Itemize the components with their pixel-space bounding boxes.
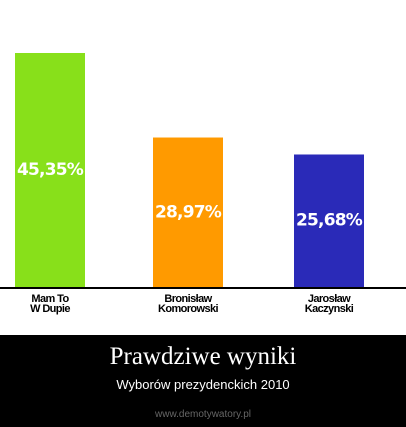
title: Prawdziwe wyniki xyxy=(109,343,297,370)
bar xyxy=(153,137,223,287)
watermark: www.demotywatory.pl xyxy=(155,409,251,420)
value-label: 25,68% xyxy=(296,211,363,231)
bar xyxy=(294,154,364,287)
caption-panel: Prawdziwe wyniki Wyborów prezydenckich 2… xyxy=(0,335,406,427)
chart: 45,35% 28,97% 25,68% xyxy=(0,52,406,289)
value-label: 45,35% xyxy=(17,160,84,180)
category-label: Bronisław Komorowski xyxy=(157,293,219,315)
value-label: 28,97% xyxy=(155,202,222,222)
bar xyxy=(15,52,85,287)
subtitle: Wyborów prezydenckich 2010 xyxy=(116,377,290,392)
category-label: Jarosław Kaczynski xyxy=(304,293,354,315)
category-label: Mam To W Dupie xyxy=(30,293,70,315)
